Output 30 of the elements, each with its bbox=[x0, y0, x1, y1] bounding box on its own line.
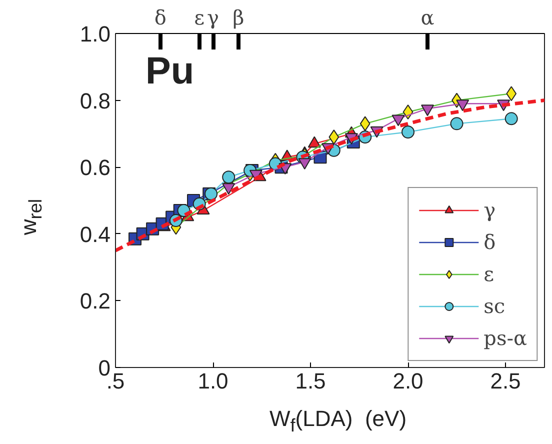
legend-label: sc bbox=[484, 294, 506, 318]
x-tick-label: 2.0 bbox=[392, 368, 424, 394]
ref-line-label: γ bbox=[207, 6, 219, 30]
point bbox=[402, 126, 414, 139]
x-axis-title: W$_{f}$(LDA) (eV) bbox=[269, 405, 407, 438]
point bbox=[360, 116, 370, 132]
ref-line-label: β bbox=[232, 6, 244, 30]
point bbox=[402, 104, 414, 120]
legend-label: ps-α bbox=[484, 326, 527, 350]
point bbox=[222, 170, 236, 184]
ref-line-label: α bbox=[420, 6, 434, 30]
x-tick-label: 1.0 bbox=[198, 368, 228, 394]
point bbox=[506, 86, 517, 102]
legend-label: δ bbox=[484, 230, 497, 254]
line-series bbox=[116, 98, 544, 252]
y-tick-label: 1.0 bbox=[80, 22, 111, 46]
ref-line-label: δ bbox=[154, 6, 166, 30]
annotation: Pu bbox=[146, 50, 194, 92]
legend-label: γ bbox=[484, 198, 497, 222]
x-tick-label: 1.5 bbox=[295, 368, 326, 394]
ref-line-label: ε bbox=[194, 6, 205, 30]
y-tick-label: 0.4 bbox=[80, 222, 111, 247]
y-tick-label: 0.6 bbox=[80, 155, 111, 180]
x-tick-label: 2.5 bbox=[490, 368, 521, 394]
y-tick-label: 0.2 bbox=[80, 288, 111, 314]
point bbox=[504, 112, 518, 126]
y-tick-label: 0.8 bbox=[80, 88, 111, 114]
legend-label: ε bbox=[484, 262, 496, 286]
point bbox=[450, 117, 464, 130]
point bbox=[328, 130, 340, 145]
